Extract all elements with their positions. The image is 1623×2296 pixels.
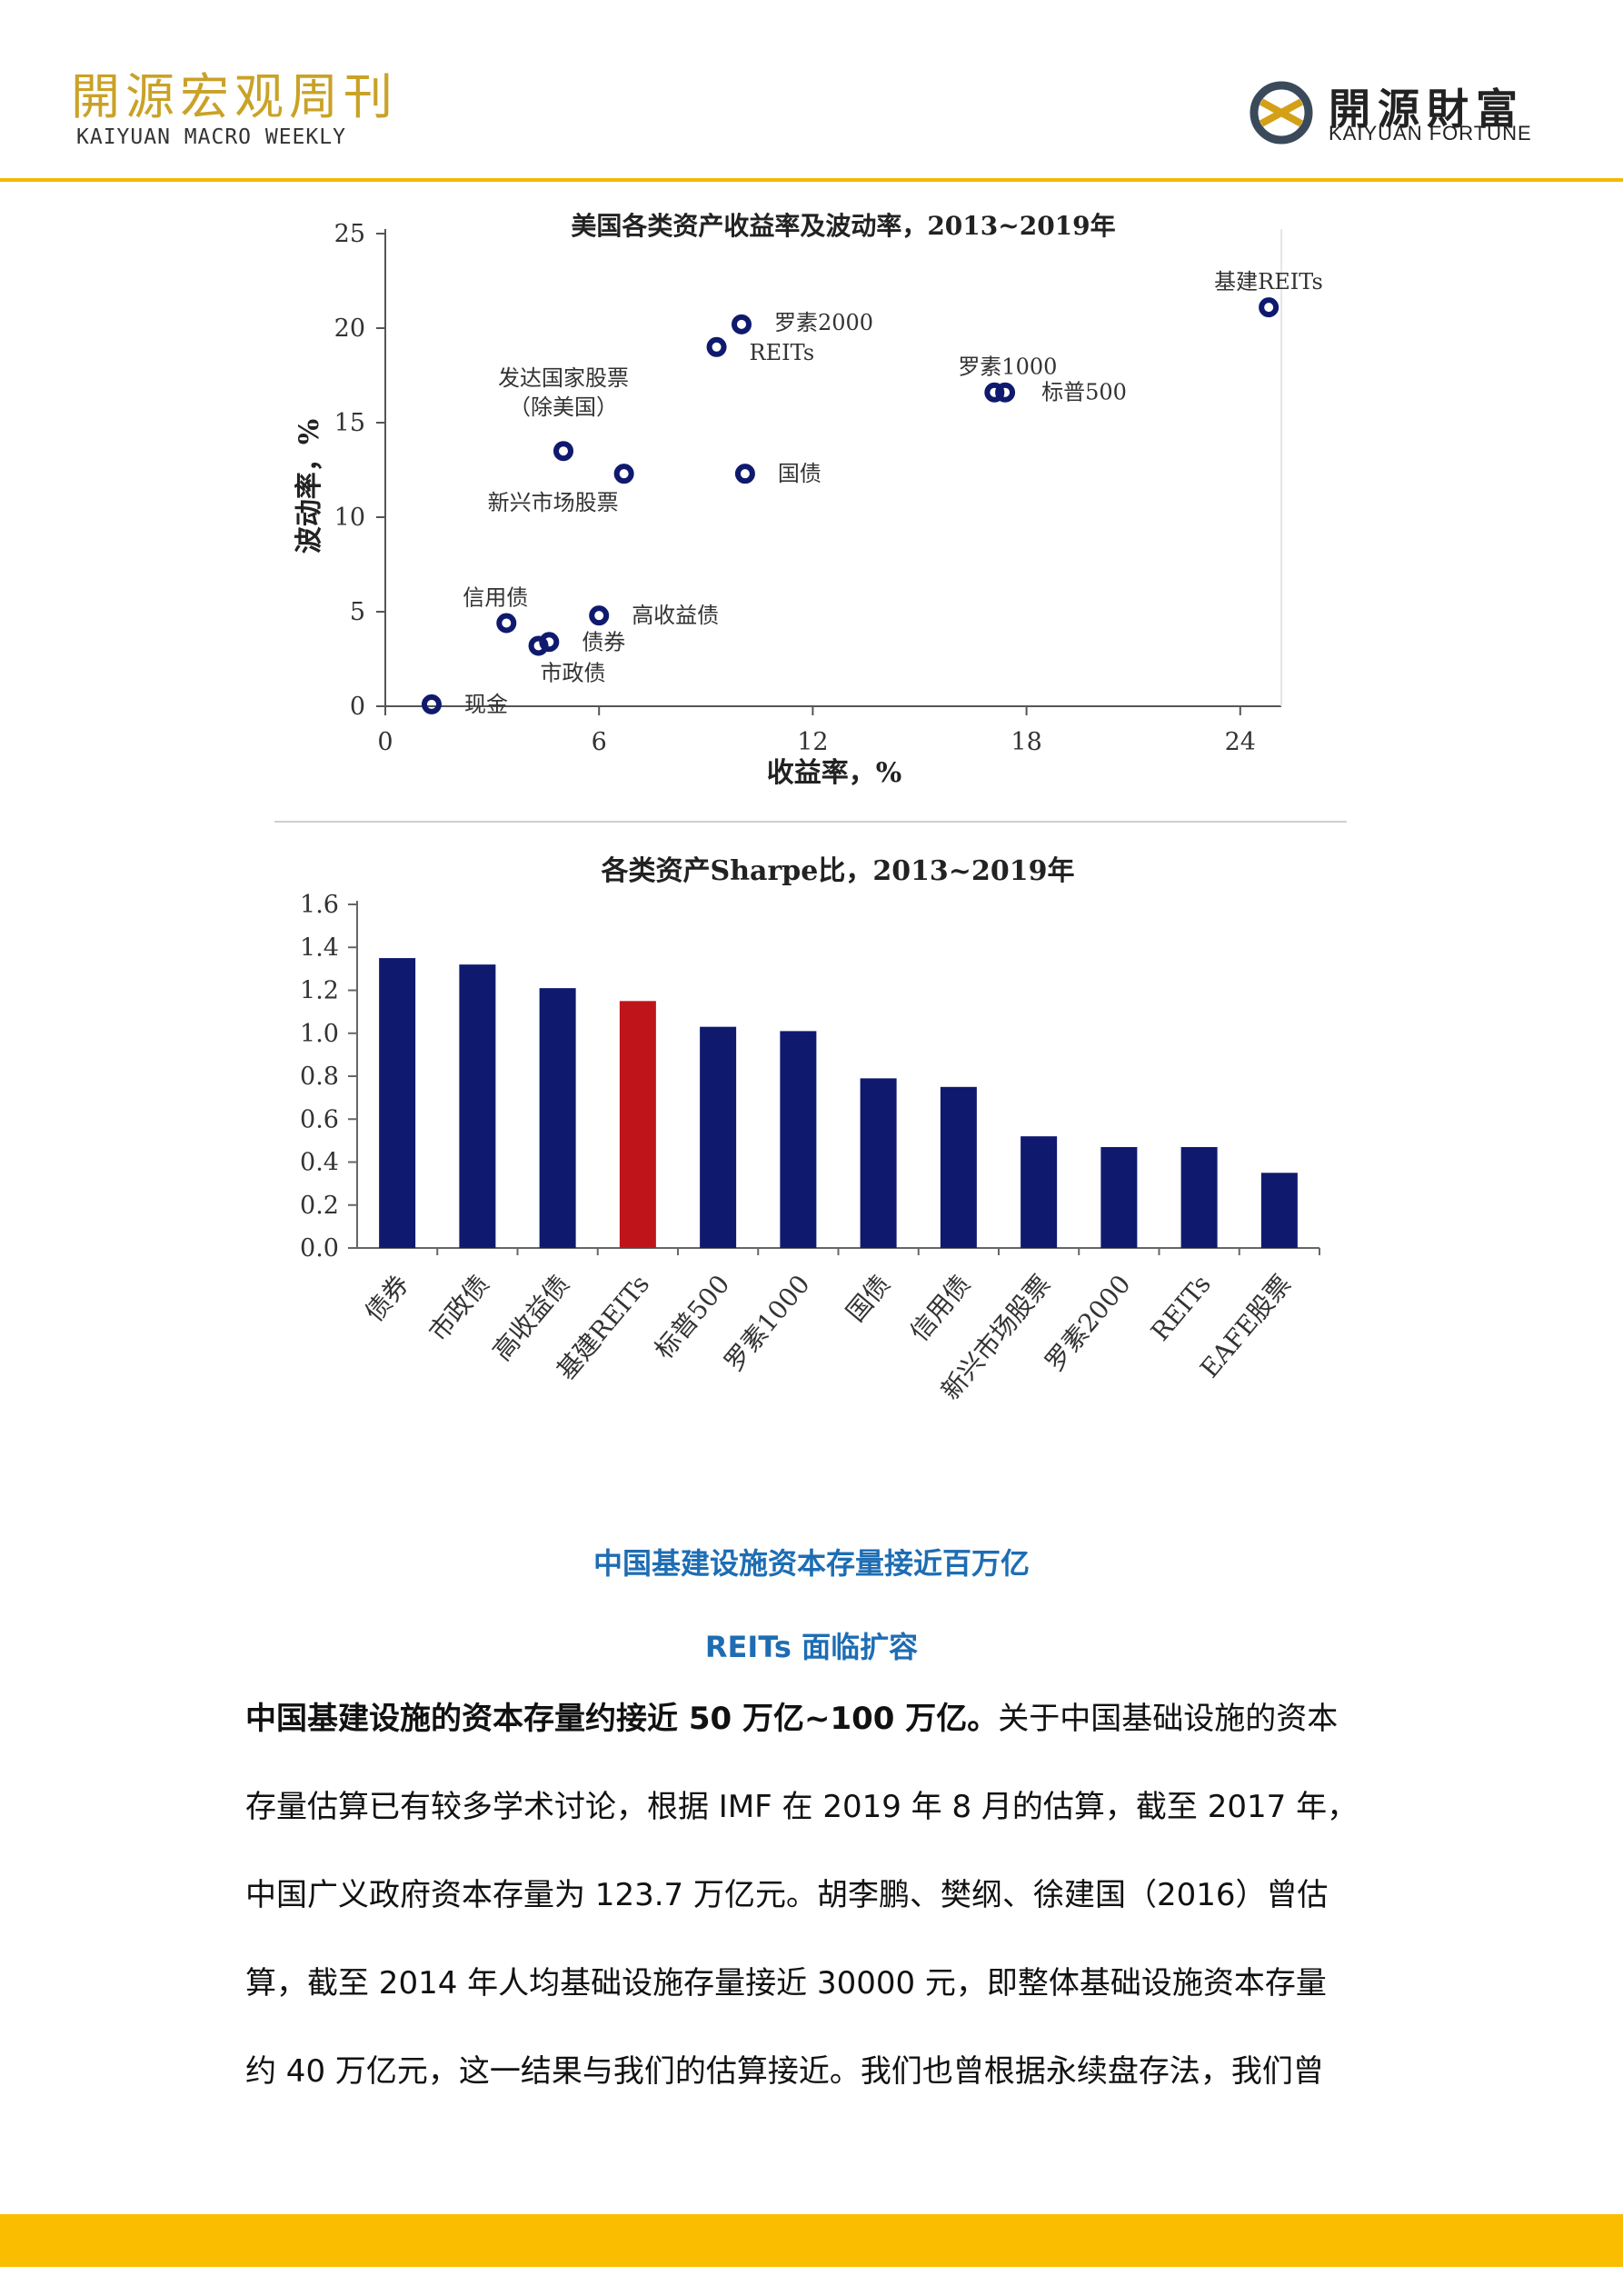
scatter-point-label: 基建REITs — [1214, 269, 1323, 294]
scatter-point — [984, 382, 1005, 403]
bar-category-label: 信用债 — [904, 1269, 976, 1347]
charts-figure: 美国各类资产收益率及波动率，2013~2019年 0 5 10 15 20 25 0 6 12 18… — [274, 211, 1347, 1405]
scatter-point — [589, 605, 610, 626]
scatter-point — [734, 464, 755, 484]
bar — [780, 1031, 817, 1248]
scatter-x-axis-label: 收益率，% — [767, 757, 902, 789]
bar-category-label: 国债 — [841, 1269, 896, 1327]
scatter-x-tick-label: 24 — [1225, 728, 1256, 756]
scatter-x-tick-label: 12 — [797, 728, 828, 756]
paragraph-line-3: 中国广义政府资本存量为 123.7 万亿元。胡李鹏、樊纲、徐建国（2016）曾估 — [245, 1877, 1329, 1913]
bar-chart-title: 各类资产Sharpe比，2013~2019年 — [601, 855, 1075, 887]
bar — [1180, 1146, 1218, 1248]
bar — [379, 958, 416, 1248]
scatter-y-axis-label: 波动率，% — [294, 419, 325, 554]
scatter-y-tick-label: 10 — [334, 504, 365, 532]
paragraph-line-5: 约 40 万亿元，这一结果与我们的估算接近。我们也曾根据永续盘存法，我们曾 — [245, 2053, 1324, 2090]
bar-category-label: 标普500 — [649, 1269, 736, 1364]
scatter-point — [421, 694, 442, 714]
body-paragraph: 中国基建设施的资本存量约接近 50 万亿~100 万亿。关于中国基础设施的资本 … — [245, 1675, 1381, 2116]
publication-title: 開源宏观周刊 — [71, 68, 398, 125]
scatter-point-label: 国债 — [778, 461, 821, 486]
scatter-x-tick-label: 18 — [1011, 728, 1041, 756]
scatter-x-tick-label: 0 — [377, 728, 393, 756]
scatter-point-label: 罗素1000 — [958, 354, 1057, 380]
scatter-y-tick-label: 15 — [334, 409, 365, 437]
bar — [619, 1001, 656, 1248]
scatter-x-tick-label: 6 — [592, 728, 607, 756]
company-logo: 開源財富 KAIYUAN FORTUNE — [1245, 75, 1554, 147]
scatter-y-tick-label: 25 — [334, 220, 365, 248]
scatter-point — [496, 613, 517, 634]
bar — [459, 964, 496, 1248]
scatter-point — [613, 464, 634, 484]
bar-y-tick-label: 1.6 — [300, 891, 339, 919]
bar-y-tick-label: 1.4 — [300, 933, 339, 962]
paragraph-lead: 中国基建设施的资本存量约接近 50 万亿~100 万亿。 — [245, 1701, 999, 1737]
bar-category-label: REITs — [1145, 1269, 1217, 1346]
scatter-point-label: 高收益债 — [632, 603, 719, 628]
bar — [1021, 1136, 1058, 1248]
paragraph-line-1: 中国基建设施的资本存量约接近 50 万亿~100 万亿。关于中国基础设施的资本 — [245, 1675, 1381, 1763]
footer-bar — [0, 2214, 1623, 2267]
bar-y-tick-label: 0.4 — [300, 1149, 339, 1177]
paragraph-line-2: 存量估算已有较多学术讨论，根据 IMF 在 2019 年 8 月的估算，截至 2… — [245, 1789, 1359, 1825]
scatter-point — [706, 336, 727, 357]
scatter-point — [553, 441, 573, 462]
scatter-point-label: 现金 — [464, 692, 508, 717]
scatter-point-label: 市政债 — [541, 660, 606, 685]
scatter-point-label: 信用债 — [463, 584, 528, 610]
scatter-point-label: 标普500 — [1041, 380, 1127, 405]
logo-text-en: KAIYUAN FORTUNE — [1329, 122, 1532, 145]
bar — [1100, 1146, 1138, 1248]
scatter-point — [528, 635, 549, 656]
bar-y-tick-label: 1.0 — [300, 1020, 339, 1048]
paragraph-line-4: 算，截至 2014 年人均基础设施存量接近 30000 元，即整体基础设施资本存… — [245, 1965, 1327, 2002]
scatter-point-label: 债券 — [582, 629, 625, 654]
scatter-y-tick-label: 0 — [350, 693, 365, 721]
scatter-y-tick-label: 5 — [350, 598, 365, 626]
bar-category-label: 罗素1000 — [719, 1269, 816, 1377]
bar — [1260, 1173, 1298, 1248]
paragraph-line-1-text: 关于中国基础设施的资本 — [998, 1701, 1339, 1737]
bar-y-tick-label: 1.2 — [300, 977, 339, 1005]
publication-subtitle: KAIYUAN MACRO WEEKLY — [76, 125, 346, 149]
scatter-point-label: 罗素2000 — [774, 310, 873, 335]
scatter-point — [995, 382, 1016, 403]
header-divider — [0, 178, 1623, 182]
logo-text-cn: 開源財富 — [1329, 85, 1525, 134]
bar — [940, 1086, 977, 1248]
bar — [700, 1026, 737, 1248]
scatter-y-tick-label: 20 — [334, 314, 365, 343]
bar — [539, 988, 576, 1248]
scatter-point — [732, 314, 752, 334]
bar-y-tick-label: 0.2 — [300, 1192, 339, 1220]
bar-category-label: 罗素2000 — [1040, 1269, 1137, 1377]
scatter-point-label: 新兴市场股票 — [488, 490, 619, 515]
scatter-point — [1259, 297, 1279, 318]
section-heading-2: REITs 面临扩容 — [704, 1630, 919, 1664]
section-heading-1: 中国基建设施资本存量接近百万亿 — [592, 1546, 1030, 1581]
logo-mark-icon — [1250, 81, 1313, 145]
bar-y-tick-label: 0.0 — [300, 1234, 339, 1263]
scatter-point-label: （除美国） — [509, 394, 618, 420]
bar-y-tick-label: 0.8 — [300, 1063, 339, 1091]
bar-y-tick-label: 0.6 — [300, 1105, 339, 1133]
bar — [860, 1078, 897, 1248]
bar-category-label: 市政债 — [423, 1269, 494, 1347]
bar-category-label: 债券 — [359, 1269, 414, 1327]
scatter-point-label: REITs — [750, 340, 815, 365]
scatter-point-label: 发达国家股票 — [498, 365, 629, 391]
scatter-title: 美国各类资产收益率及波动率，2013~2019年 — [571, 211, 1115, 241]
